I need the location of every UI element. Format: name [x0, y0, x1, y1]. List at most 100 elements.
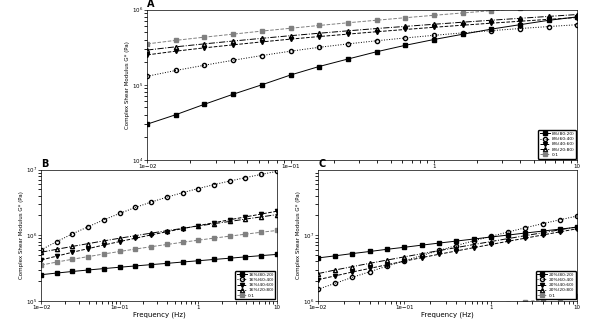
0:1 — [557, 296, 564, 300]
0:1 — [487, 304, 494, 308]
20%(60:40) — [470, 239, 477, 243]
8%(20:80) — [373, 27, 380, 30]
0:1 — [383, 318, 391, 320]
16%(20:80) — [116, 236, 123, 240]
16%(80:20) — [273, 252, 280, 256]
16%(40:60) — [116, 240, 123, 244]
16%(60:40) — [53, 240, 60, 244]
20%(20:80) — [539, 231, 546, 235]
0:1 — [38, 263, 45, 267]
16%(20:80) — [132, 234, 139, 237]
20%(60:40) — [487, 235, 494, 238]
20%(40:60) — [522, 236, 529, 240]
0:1 — [435, 310, 442, 314]
16%(80:20) — [101, 267, 108, 270]
16%(80:20) — [148, 263, 155, 267]
Line: 0:1: 0:1 — [145, 2, 580, 46]
8%(80:20) — [373, 50, 380, 54]
Line: 16%(40:60): 16%(40:60) — [39, 209, 279, 262]
Line: 0:1: 0:1 — [316, 294, 580, 320]
8%(40:60) — [201, 46, 208, 50]
0:1 — [316, 24, 323, 28]
16%(40:60) — [179, 227, 186, 230]
16%(40:60) — [226, 218, 233, 222]
20%(60:40) — [366, 270, 373, 274]
20%(40:60) — [383, 263, 391, 267]
0:1 — [373, 18, 380, 22]
8%(60:40) — [373, 39, 380, 43]
16%(80:20) — [226, 256, 233, 260]
8%(60:40) — [230, 58, 237, 62]
8%(20:80) — [459, 20, 466, 24]
16%(40:60) — [163, 230, 170, 234]
16%(80:20) — [85, 268, 92, 272]
8%(60:40) — [259, 54, 266, 58]
20%(40:60) — [574, 227, 581, 231]
8%(20:80) — [402, 24, 409, 28]
Y-axis label: Complex Shear Modulus G* (Pa): Complex Shear Modulus G* (Pa) — [125, 41, 130, 129]
8%(80:20) — [402, 44, 409, 47]
Y-axis label: Complex Shear Modulus G* (Pa): Complex Shear Modulus G* (Pa) — [296, 191, 301, 279]
8%(40:60) — [316, 35, 323, 38]
20%(20:80) — [574, 225, 581, 229]
8%(80:20) — [545, 19, 552, 22]
20%(40:60) — [505, 239, 512, 243]
16%(60:40) — [101, 218, 108, 222]
16%(60:40) — [273, 170, 280, 173]
8%(20:80) — [345, 29, 352, 33]
0:1 — [210, 236, 217, 240]
0:1 — [242, 232, 249, 236]
0:1 — [517, 6, 524, 10]
20%(60:40) — [418, 254, 425, 258]
8%(40:60) — [545, 17, 552, 21]
20%(80:20) — [557, 227, 564, 231]
20%(40:60) — [366, 267, 373, 270]
16%(20:80) — [179, 227, 186, 230]
0:1 — [418, 313, 425, 316]
0:1 — [163, 243, 170, 246]
0:1 — [144, 42, 151, 46]
Text: A: A — [147, 0, 155, 9]
20%(80:20) — [435, 241, 442, 245]
8%(20:80) — [517, 16, 524, 20]
8%(40:60) — [488, 21, 495, 25]
0:1 — [132, 247, 139, 251]
0:1 — [116, 250, 123, 253]
8%(60:40) — [488, 29, 495, 33]
8%(80:20) — [287, 73, 294, 77]
16%(60:40) — [132, 205, 139, 209]
20%(40:60) — [453, 249, 460, 253]
0:1 — [172, 38, 179, 42]
8%(60:40) — [402, 36, 409, 40]
20%(80:20) — [487, 235, 494, 239]
8%(40:60) — [259, 40, 266, 44]
8%(40:60) — [459, 23, 466, 27]
8%(60:40) — [517, 27, 524, 30]
20%(60:40) — [557, 218, 564, 222]
8%(60:40) — [459, 31, 466, 35]
0:1 — [179, 240, 186, 244]
20%(80:20) — [574, 225, 581, 229]
0:1 — [505, 302, 512, 306]
16%(20:80) — [210, 222, 217, 226]
0:1 — [69, 257, 76, 261]
Line: 20%(20:80): 20%(20:80) — [316, 225, 580, 276]
16%(80:20) — [69, 269, 76, 273]
16%(40:60) — [195, 224, 202, 228]
Legend: 20%(80:20), 20%(60:40), 20%(40:60), 20%(20:80), 0:1: 20%(80:20), 20%(60:40), 20%(40:60), 20%(… — [536, 271, 576, 300]
16%(40:60) — [101, 243, 108, 247]
8%(40:60) — [517, 19, 524, 23]
8%(20:80) — [316, 31, 323, 35]
8%(40:60) — [287, 37, 294, 41]
16%(80:20) — [210, 258, 217, 261]
0:1 — [470, 306, 477, 310]
Line: 8%(80:20): 8%(80:20) — [145, 15, 580, 126]
20%(60:40) — [574, 214, 581, 218]
20%(60:40) — [453, 244, 460, 247]
16%(60:40) — [116, 212, 123, 215]
20%(60:40) — [505, 230, 512, 234]
16%(20:80) — [242, 217, 249, 221]
8%(60:40) — [345, 42, 352, 46]
16%(60:40) — [38, 248, 45, 252]
8%(40:60) — [373, 30, 380, 34]
